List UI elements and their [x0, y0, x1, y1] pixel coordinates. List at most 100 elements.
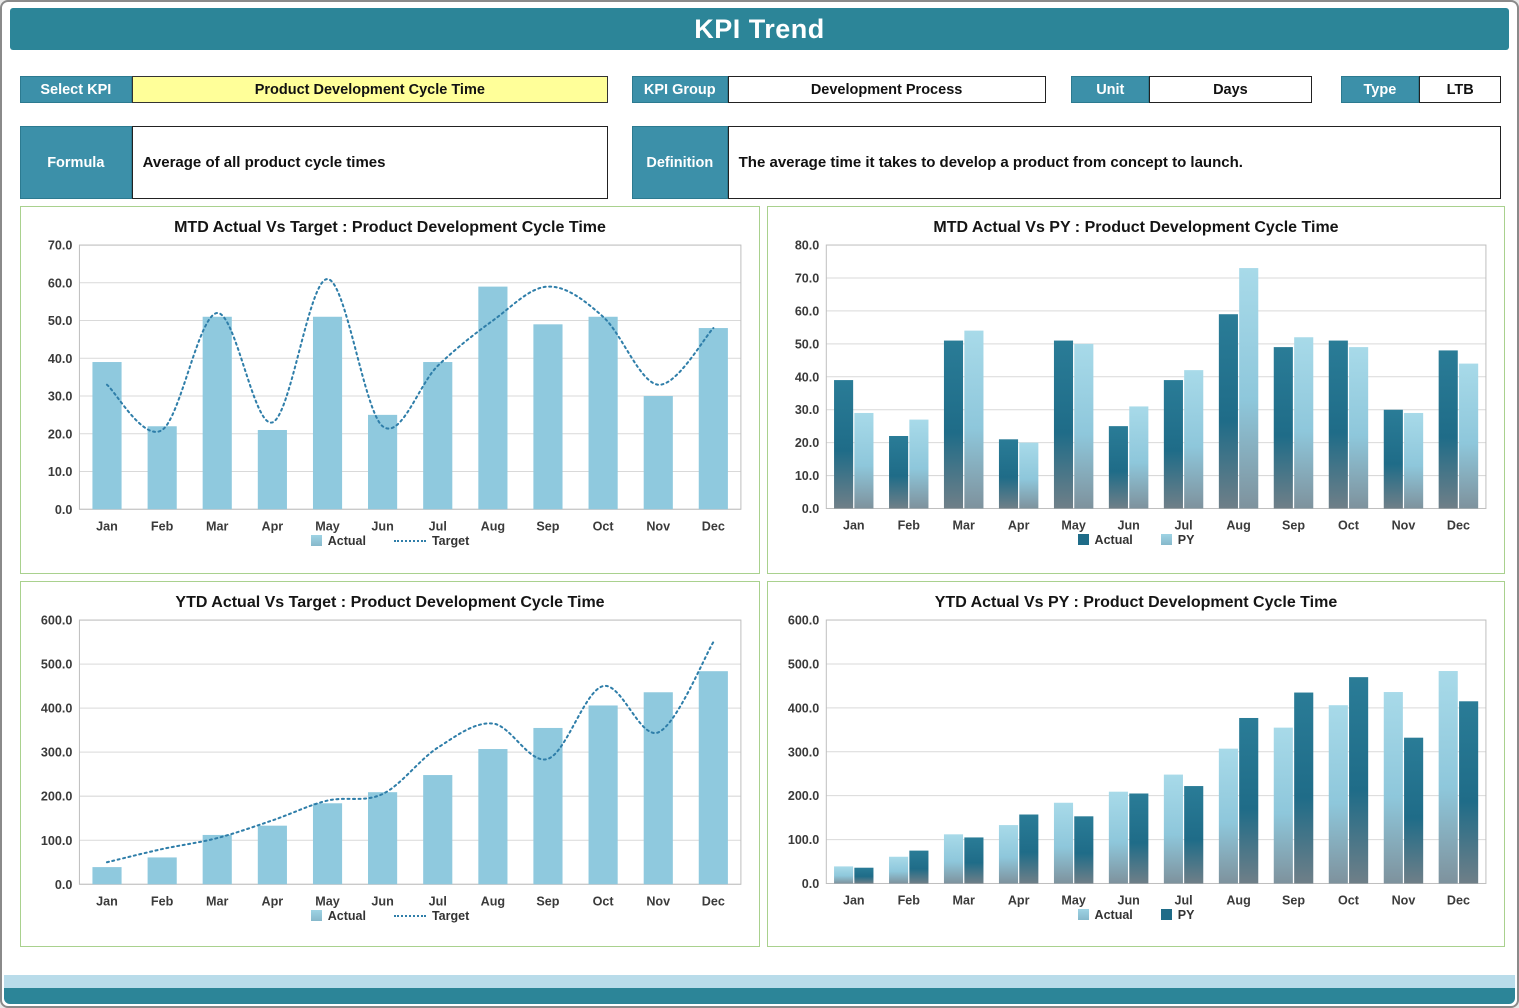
type-label: Type — [1340, 76, 1420, 103]
svg-text:Apr: Apr — [1008, 519, 1030, 533]
chart-legend: Actual Target — [27, 534, 753, 554]
svg-text:20.0: 20.0 — [795, 436, 819, 450]
svg-text:Feb: Feb — [898, 894, 921, 908]
svg-text:Apr: Apr — [262, 519, 284, 533]
svg-text:May: May — [1061, 519, 1085, 533]
select-kpi-label: Select KPI — [20, 76, 132, 103]
svg-text:Dec: Dec — [702, 519, 725, 533]
svg-text:200.0: 200.0 — [41, 790, 73, 804]
svg-text:60.0: 60.0 — [48, 276, 73, 290]
ytd-actual-vs-py-panel: YTD Actual Vs PY : Product Development C… — [767, 581, 1505, 947]
formula-definition-row: Formula Average of all product cycle tim… — [20, 126, 1502, 199]
svg-text:Aug: Aug — [481, 894, 505, 908]
svg-text:60.0: 60.0 — [795, 304, 819, 318]
charts-grid: MTD Actual Vs Target : Product Developme… — [20, 206, 1505, 947]
legend-bar-swatch — [1077, 909, 1089, 921]
svg-text:300.0: 300.0 — [41, 746, 73, 760]
svg-text:Jan: Jan — [843, 894, 865, 908]
legend-label: Target — [431, 908, 470, 923]
svg-text:Sep: Sep — [1282, 519, 1305, 533]
legend-label: Actual — [1094, 907, 1133, 922]
legend-bar-swatch — [1160, 534, 1172, 546]
ytd-actual-vs-py-chart: 0.0 100.0 200.0 300.0 400.0 500.0 600.0 Jan Feb M… — [788, 614, 1487, 908]
svg-text:Mar: Mar — [953, 519, 975, 533]
svg-text:40.0: 40.0 — [48, 352, 73, 366]
select-kpi-field[interactable]: Product Development Cycle Time — [131, 76, 608, 103]
svg-text:Jul: Jul — [429, 894, 447, 908]
svg-text:400.0: 400.0 — [41, 702, 73, 716]
legend-target: Target — [393, 533, 470, 548]
svg-text:Feb: Feb — [151, 519, 174, 533]
svg-text:Jul: Jul — [1175, 894, 1193, 908]
svg-text:Jun: Jun — [371, 894, 393, 908]
chart-title: YTD Actual Vs Target : Product Developme… — [175, 594, 605, 611]
svg-text:Nov: Nov — [1392, 894, 1416, 908]
svg-text:0.0: 0.0 — [802, 877, 819, 891]
legend-label: PY — [1177, 907, 1195, 922]
svg-text:100.0: 100.0 — [788, 833, 819, 847]
svg-text:May: May — [315, 519, 340, 533]
legend-py: PY — [1160, 532, 1195, 547]
svg-text:200.0: 200.0 — [788, 789, 819, 803]
svg-text:50.0: 50.0 — [795, 337, 819, 351]
unit-value: Days — [1149, 76, 1312, 103]
svg-text:Jun: Jun — [371, 519, 393, 533]
svg-text:600.0: 600.0 — [788, 614, 819, 628]
legend-bar-swatch — [1077, 534, 1089, 546]
svg-text:300.0: 300.0 — [788, 745, 819, 759]
svg-text:Feb: Feb — [898, 519, 921, 533]
svg-text:500.0: 500.0 — [788, 657, 819, 671]
legend-bar-swatch — [310, 910, 322, 921]
chart-legend: Actual Target — [27, 909, 753, 929]
svg-text:70.0: 70.0 — [795, 271, 819, 285]
svg-text:100.0: 100.0 — [41, 834, 73, 848]
mtd-actual-vs-py-chart: 0.0 10.0 20.0 30.0 40.0 50.0 60.0 70.0 80.0 Jan Fe… — [795, 239, 1487, 533]
kpi-group-label: KPI Group — [631, 76, 728, 103]
svg-text:30.0: 30.0 — [795, 403, 819, 417]
legend-label: Target — [431, 533, 470, 548]
svg-text:Nov: Nov — [646, 894, 670, 908]
mtd-actual-vs-target-panel: MTD Actual Vs Target : Product Developme… — [20, 206, 760, 574]
svg-text:0.0: 0.0 — [802, 502, 819, 516]
svg-text:Jul: Jul — [429, 519, 447, 533]
svg-text:10.0: 10.0 — [48, 465, 73, 479]
legend-label: Actual — [327, 908, 366, 923]
svg-text:Sep: Sep — [536, 894, 559, 908]
legend-py: PY — [1160, 907, 1195, 922]
svg-text:Oct: Oct — [1338, 894, 1360, 908]
controls-row: Select KPI Product Development Cycle Tim… — [20, 76, 1501, 103]
svg-text:Aug: Aug — [481, 519, 505, 533]
kpi-group-value: Development Process — [727, 76, 1046, 103]
definition-value: The average time it takes to develop a p… — [727, 126, 1502, 199]
legend-bar-swatch — [1160, 909, 1172, 921]
svg-text:70.0: 70.0 — [48, 239, 73, 253]
svg-text:May: May — [1061, 894, 1085, 908]
legend-actual: Actual — [1077, 533, 1133, 547]
svg-text:Aug: Aug — [1226, 519, 1250, 533]
mtd-actual-vs-py-panel: MTD Actual Vs PY : Product Development C… — [767, 206, 1505, 574]
legend-label: PY — [1177, 532, 1195, 547]
svg-text:Feb: Feb — [151, 894, 174, 908]
legend-line-swatch — [393, 914, 426, 917]
mtd-actual-vs-target-chart: 0.0 10.0 20.0 30.0 40.0 50.0 60.0 70.0 Jan Feb Mar… — [48, 239, 742, 533]
type-value: LTB — [1419, 76, 1501, 103]
svg-text:30.0: 30.0 — [48, 390, 73, 404]
svg-text:Dec: Dec — [1447, 519, 1470, 533]
legend-target: Target — [393, 908, 470, 923]
legend-bar-swatch — [310, 535, 322, 546]
svg-text:0.0: 0.0 — [55, 878, 73, 892]
legend-label: Actual — [327, 533, 366, 548]
svg-text:Dec: Dec — [702, 894, 725, 908]
svg-text:Jan: Jan — [96, 519, 118, 533]
svg-text:Mar: Mar — [953, 894, 975, 908]
formula-value: Average of all product cycle times — [131, 126, 609, 199]
chart-title: MTD Actual Vs PY : Product Development C… — [933, 219, 1339, 236]
svg-text:Apr: Apr — [1008, 894, 1030, 908]
svg-text:600.0: 600.0 — [41, 614, 73, 628]
page-title: KPI Trend — [10, 8, 1509, 50]
svg-text:Mar: Mar — [206, 519, 228, 533]
definition-label: Definition — [631, 126, 728, 199]
svg-text:Jun: Jun — [1117, 894, 1139, 908]
chart-title: YTD Actual Vs PY : Product Development C… — [934, 594, 1338, 611]
